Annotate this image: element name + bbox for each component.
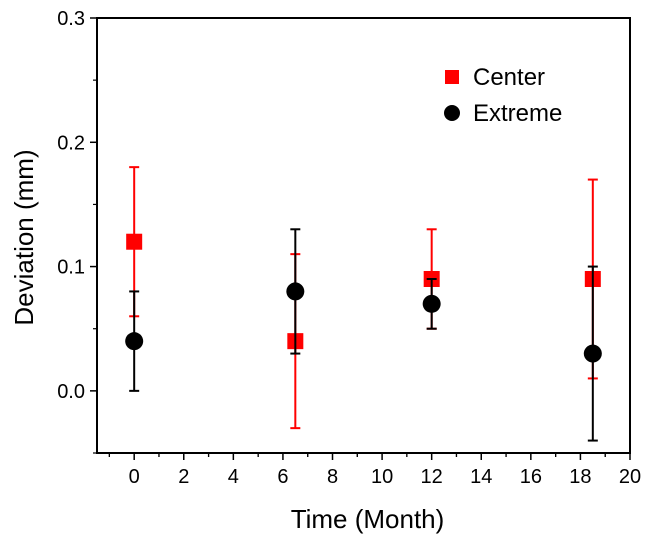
data-point-circle (125, 332, 144, 351)
x-tick-label: 16 (520, 466, 542, 488)
series-center (126, 166, 601, 430)
y-tick-label: 0.3 (57, 8, 85, 30)
legend-swatch-square (445, 70, 459, 84)
x-tick-label: 0 (129, 466, 140, 488)
data-point-circle (286, 282, 305, 301)
y-axis-title: Deviation (mm) (9, 149, 39, 325)
legend: Center Extreme (444, 64, 562, 127)
x-tick-label: 4 (228, 466, 239, 488)
x-tick-label: 18 (569, 466, 591, 488)
plot-frame (96, 17, 631, 454)
legend-label: Center (473, 64, 545, 91)
legend-swatch-circle (444, 105, 460, 121)
series-layer (125, 166, 602, 442)
x-tick-label: 14 (470, 466, 492, 488)
data-point-circle (583, 344, 602, 363)
legend-label: Extreme (473, 100, 562, 127)
x-axis: 0 2 4 6 8 10 12 14 16 18 20 (108, 453, 641, 488)
x-tick-label: 2 (178, 466, 189, 488)
legend-item-extreme: Extreme (444, 100, 562, 127)
data-point-square (126, 233, 143, 250)
x-tick-label: 8 (327, 466, 338, 488)
y-axis: 0.0 0.1 0.2 0.3 (57, 8, 97, 454)
x-tick-label: 20 (619, 466, 641, 488)
x-tick-label: 12 (421, 466, 443, 488)
x-tick-label: 6 (277, 466, 288, 488)
x-axis-title: Time (Month) (291, 504, 445, 534)
y-tick-label: 0.1 (57, 257, 85, 279)
y-tick-label: 0.0 (57, 381, 85, 403)
legend-item-center: Center (445, 64, 545, 91)
x-tick-label: 10 (371, 466, 393, 488)
y-tick-label: 0.2 (57, 132, 85, 154)
series-extreme (125, 228, 602, 442)
data-point-circle (422, 294, 441, 313)
